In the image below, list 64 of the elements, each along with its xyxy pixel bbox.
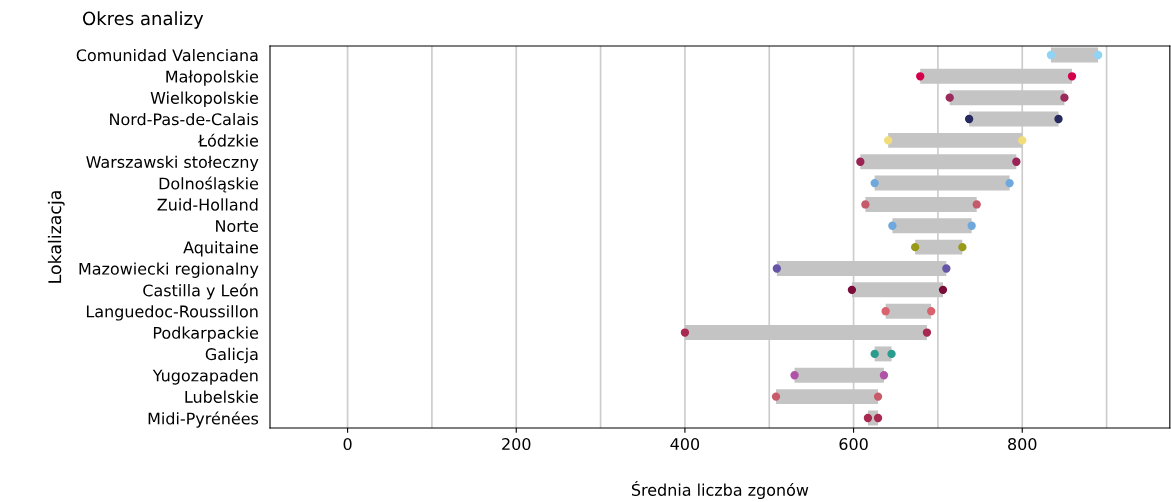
point (938, 285, 948, 295)
point (870, 349, 879, 359)
point (1046, 50, 1056, 60)
y-tick-label: Yugozapaden (152, 369, 258, 385)
bar (885, 303, 932, 319)
y-tick-label: Małopolskie (166, 70, 259, 86)
point (1067, 72, 1077, 81)
point (942, 264, 951, 273)
point (922, 328, 932, 337)
point (1060, 93, 1069, 102)
bar (1050, 47, 1099, 63)
point (1093, 50, 1103, 60)
y-tick-label: Languedoc-Roussillon (86, 305, 258, 321)
x-tick-label: 200 (502, 438, 531, 451)
point (772, 264, 782, 273)
y-tick-label: Wielkopolskie (150, 91, 259, 108)
y-tick-label: Castilla y León (143, 283, 258, 300)
point (873, 413, 883, 423)
x-tick-label: 800 (1008, 438, 1037, 451)
y-tick-label: Nord-Pas-de-Calais (110, 112, 259, 126)
point (847, 285, 857, 295)
x-tick-label: 600 (839, 438, 868, 451)
point (771, 392, 781, 401)
point (945, 93, 954, 102)
point (1005, 178, 1014, 188)
y-tick-label: Mazowiecki regionalny (79, 262, 259, 278)
y-tick-label: Galicja (205, 347, 258, 364)
point (1018, 136, 1027, 145)
y-tick-label: Norte (216, 220, 259, 233)
point (790, 371, 799, 380)
x-axis-title: Średnia liczba zgonów (631, 480, 809, 500)
x-tick-label: 400 (670, 438, 700, 451)
point (958, 242, 967, 252)
x-tick-label: 0 (343, 438, 352, 451)
chart-title: Okres analizy (83, 11, 204, 29)
y-tick-label: Dolnośląskie (159, 176, 259, 193)
point (1054, 114, 1063, 124)
y-axis-title: Lokalizacja (47, 191, 65, 283)
y-tick-label: Łódzkie (197, 133, 259, 147)
point (861, 200, 870, 209)
point (1012, 157, 1021, 166)
point (680, 328, 690, 337)
point (887, 349, 896, 359)
point (879, 371, 889, 380)
point (856, 157, 865, 166)
y-tick-label: Comunidad Valenciana (76, 48, 258, 62)
y-tick-label: Warszawski stołeczny (86, 155, 259, 172)
y-tick-label: Midi-Pyrénées (148, 411, 259, 428)
point (883, 136, 893, 145)
point (873, 392, 883, 401)
y-tick-label: Podkarpackie (153, 326, 259, 342)
y-tick-label: Lubelskie (185, 390, 259, 403)
point (916, 72, 925, 81)
point (863, 413, 873, 423)
y-tick-label: Aquitaine (183, 241, 259, 257)
point (964, 114, 974, 124)
point (910, 242, 920, 252)
point (870, 178, 879, 188)
point (927, 307, 936, 316)
point (967, 221, 976, 230)
point (972, 200, 981, 209)
y-tick-label: Zuid-Holland (157, 198, 258, 211)
point (888, 221, 897, 230)
point (881, 307, 890, 316)
